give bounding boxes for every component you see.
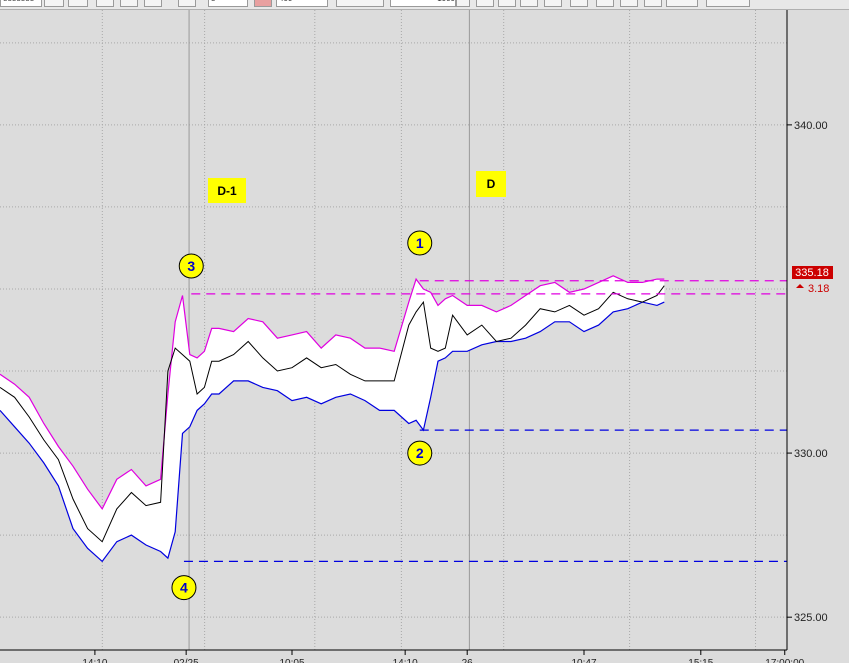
marker-2: 2 [407,440,433,466]
search-icon[interactable] [68,0,88,7]
marker-1: 1 [407,230,433,256]
chart-grid [0,10,787,650]
last-price-badge: 335.18 [792,266,833,279]
table-icon[interactable] [666,0,698,7]
bars-tool-icon[interactable] [520,0,538,7]
chart-series [0,275,665,563]
interval-button[interactable] [178,0,196,7]
period-button[interactable] [456,0,470,7]
grid-button[interactable] [120,0,138,7]
toolbar: 8888888 5 400 1000 [0,0,849,10]
y-tick-label-0: 325.00 [794,612,828,624]
interval-field[interactable]: 5 [208,0,248,7]
price-chart: 1 2 3 4 D-1 D 325.00 330.00 340.00 14:10 02/25… [0,10,833,663]
session-label-d-text: D [487,177,496,191]
session-label-d-1: D-1 [208,178,246,203]
marker-label-1: 1 [416,235,424,251]
x-tick-label-4: 26 [462,658,474,663]
y-axis-ticks: 325.00 330.00 340.00 [787,120,828,624]
session-label-d-1-text: D-1 [217,184,237,198]
x-axis-ticks: 14:10 02/25 10:05 14:10 26 10:47 15:15 17:00:00 [82,650,805,663]
dropdown-button[interactable] [44,0,64,7]
level-lines [183,280,787,562]
color-button[interactable] [254,0,272,7]
settings-button[interactable] [706,0,750,7]
dots-tool-icon[interactable] [498,0,516,7]
price-line [0,285,665,543]
change-text: 3.18 [808,283,829,295]
marker-circle-1 [407,230,433,256]
marker-3: 3 [178,253,204,279]
plus-button[interactable] [144,0,162,7]
x-tick-label-6: 15:15 [688,658,713,663]
bars-field[interactable]: 1000 [390,0,456,7]
export-icon[interactable] [644,0,662,7]
change-readout: 3.18 [796,283,829,295]
count-field[interactable]: 400 [276,0,328,7]
marker-circle-4 [171,575,197,601]
range-button[interactable] [336,0,384,7]
line-tool-icon[interactable] [476,0,494,7]
session-label-d: D [476,171,506,197]
x-tick-label-5: 10:47 [571,658,596,663]
marker-label-4: 4 [180,580,188,596]
marker-label-2: 2 [416,445,424,461]
x-tick-label-7: 17:00:00 [765,658,804,663]
lower-band-line [0,301,665,563]
print-icon[interactable] [596,0,614,7]
calc-tool-icon[interactable] [570,0,588,7]
y-tick-label-2: 340.00 [794,120,828,132]
marker-circle-3 [178,253,204,279]
band-fill [0,275,665,562]
last-price-text: 335.18 [795,267,829,279]
chart-tool-icon[interactable] [544,0,562,7]
window-icon[interactable] [620,0,638,7]
symbol-field[interactable]: 8888888 [0,0,42,7]
minus-button[interactable] [96,0,114,7]
marker-4: 4 [171,575,197,601]
x-tick-label-2: 10:05 [279,658,304,663]
x-tick-label-0: 14:10 [82,658,107,663]
up-arrow-icon [796,284,804,288]
marker-circle-2 [407,440,433,466]
x-tick-label-1: 02/25 [174,658,199,663]
y-tick-label-1: 330.00 [794,448,828,460]
marker-label-3: 3 [187,258,195,274]
upper-band-line [0,275,665,511]
x-tick-label-3: 14:10 [393,658,418,663]
point-markers: 1 2 3 4 [171,230,433,601]
